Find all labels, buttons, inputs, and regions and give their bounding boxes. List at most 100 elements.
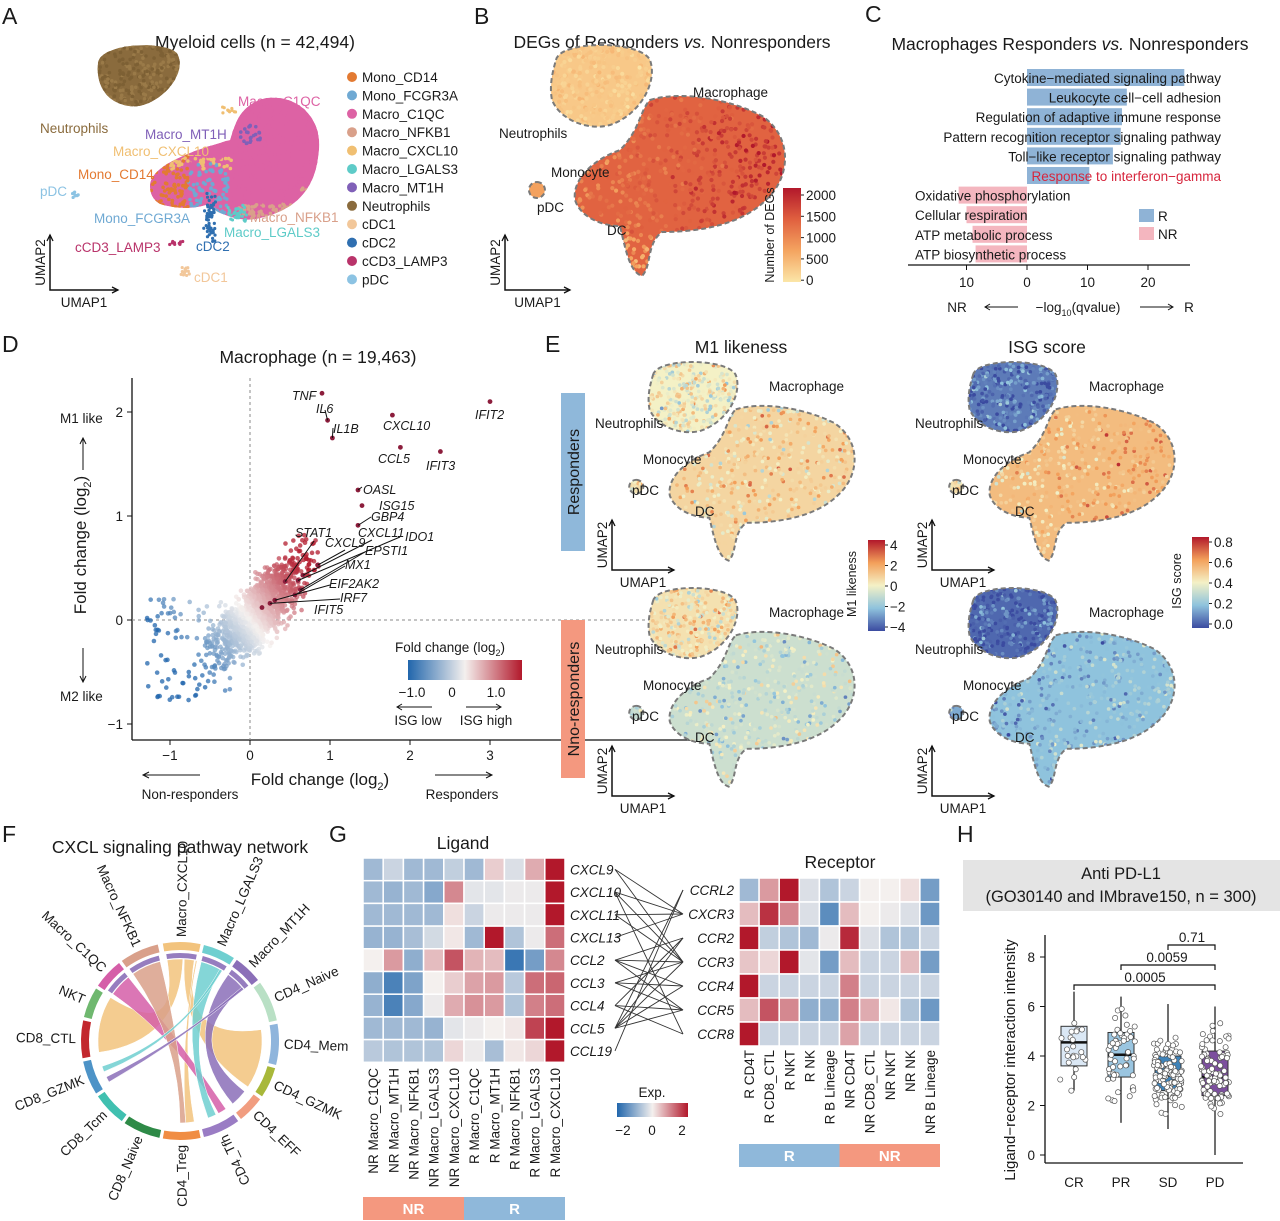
- cell-point: [71, 191, 75, 195]
- cell-point: [610, 115, 615, 120]
- cell-point: [700, 128, 705, 133]
- cell-point: [635, 109, 641, 114]
- cell-point: [104, 64, 109, 68]
- cell-point: [288, 184, 293, 189]
- cell-point: [592, 243, 598, 249]
- cell-point: [629, 229, 634, 234]
- gene-point: [277, 579, 283, 585]
- cell-point: [275, 188, 280, 192]
- cell-point: [747, 245, 753, 250]
- arrow-down-icon: [79, 648, 87, 684]
- cell-point: [304, 116, 309, 121]
- cell-point: [99, 96, 103, 101]
- cell-point: [261, 189, 265, 193]
- cell-point: [175, 99, 179, 104]
- cell-point: [574, 241, 579, 246]
- cell-point: [546, 110, 550, 114]
- cell-point: [766, 145, 771, 150]
- cell-point: [165, 187, 170, 192]
- cell-point: [233, 169, 237, 174]
- gene-point: [192, 675, 198, 681]
- cell-point: [727, 262, 732, 267]
- cell-point: [212, 201, 216, 206]
- gene-point: [160, 600, 166, 606]
- cell-point: [312, 149, 316, 153]
- cell-point: [185, 166, 189, 171]
- cell-point: [641, 162, 646, 167]
- cell-point: [227, 190, 232, 194]
- legend-swatch: [347, 164, 357, 174]
- gene-point: [204, 604, 210, 609]
- cell-point: [663, 116, 668, 122]
- cell-point: [175, 107, 179, 111]
- cell-point: [130, 87, 134, 91]
- cell-point: [243, 150, 248, 155]
- cell-point: [611, 239, 616, 244]
- cell-point: [258, 105, 262, 110]
- cell-point: [597, 70, 602, 75]
- cell-point: [313, 185, 318, 189]
- cell-point: [778, 265, 783, 270]
- cell-point: [727, 116, 733, 121]
- cell-point: [97, 45, 99, 48]
- legend-swatch: [347, 219, 357, 230]
- cell-point: [203, 182, 208, 186]
- cell-point: [274, 155, 279, 160]
- cell-point: [225, 149, 230, 153]
- cell-point: [740, 100, 746, 106]
- cell-point: [152, 85, 156, 90]
- cell-point: [304, 188, 309, 192]
- cell-point: [762, 125, 767, 130]
- cell-point: [284, 123, 289, 127]
- cell-point: [688, 119, 693, 124]
- gene-point: [272, 625, 278, 631]
- cell-point: [262, 140, 267, 145]
- cell-point: [761, 151, 766, 156]
- cell-point: [121, 71, 125, 75]
- cell-point: [190, 105, 195, 109]
- legend-label: Macro_MT1H: [362, 180, 444, 195]
- cell-point: [97, 107, 101, 111]
- cell-point: [602, 60, 607, 66]
- cell-point: [609, 263, 614, 268]
- cell-point: [267, 100, 271, 105]
- cell-point: [149, 40, 153, 44]
- cell-point: [210, 111, 215, 115]
- gene-point: [223, 602, 228, 608]
- isg-high-label: ISG high: [460, 713, 513, 728]
- cell-point: [705, 221, 710, 226]
- panel-b-deg-umap: DEGs of Responders vs. Nonresponders Mac…: [488, 32, 836, 310]
- cell-point: [201, 104, 205, 108]
- cell-point: [249, 110, 254, 115]
- cell-point: [796, 96, 800, 100]
- cell-point: [733, 256, 739, 261]
- cell-point: [314, 180, 319, 185]
- cell-point: [720, 140, 725, 145]
- cell-point: [577, 70, 582, 76]
- labeled-gene-point: [319, 390, 325, 396]
- cell-point: [619, 177, 625, 183]
- cell-point: [623, 206, 628, 211]
- cell-point: [677, 121, 682, 126]
- cell-point: [614, 145, 619, 150]
- cell-point: [249, 174, 253, 179]
- cell-point: [167, 57, 171, 61]
- cell-point: [168, 49, 173, 53]
- gene-point: [207, 618, 213, 624]
- cell-point: [575, 216, 580, 221]
- cell-point: [663, 199, 668, 204]
- cell-point: [699, 188, 704, 193]
- cell-point: [217, 197, 221, 202]
- cell-point: [634, 119, 639, 125]
- cell-point: [239, 172, 243, 176]
- gene-point: [218, 599, 224, 605]
- cell-point: [796, 146, 800, 150]
- gene-point: [264, 609, 269, 615]
- cell-point: [131, 55, 136, 60]
- cell-point: [597, 277, 601, 281]
- cell-point: [748, 269, 753, 275]
- cell-point: [554, 73, 560, 78]
- panel-letter-b: B: [474, 3, 489, 29]
- cell-point: [631, 136, 636, 141]
- cell-point: [550, 55, 553, 60]
